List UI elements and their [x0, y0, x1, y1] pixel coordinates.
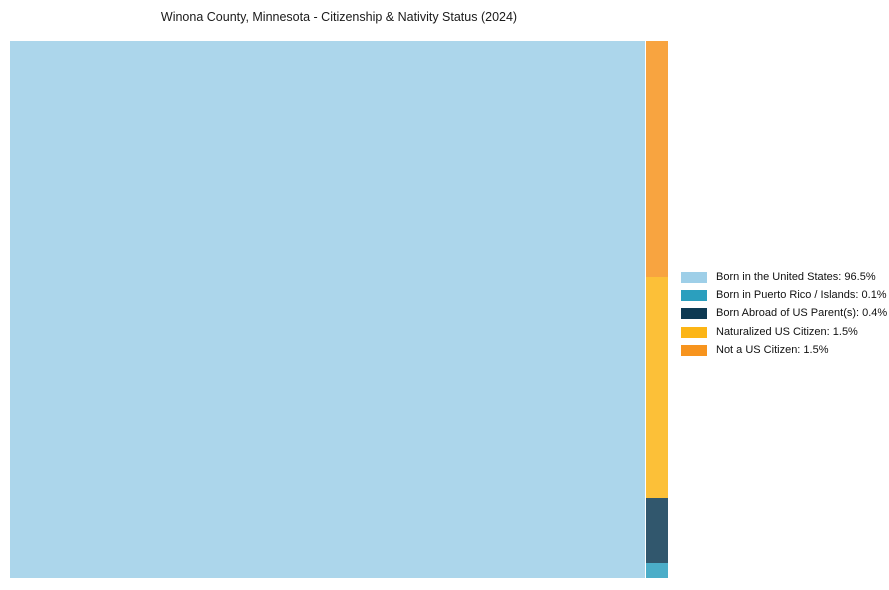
legend-swatch	[681, 326, 707, 338]
treemap-segment	[646, 41, 668, 278]
legend-item: Born Abroad of US Parent(s): 0.4%	[681, 305, 887, 323]
legend-label: Born in the United States: 96.5%	[716, 270, 876, 283]
legend-label: Not a US Citizen: 1.5%	[716, 344, 829, 357]
legend-label: Naturalized US Citizen: 1.5%	[716, 325, 858, 338]
treemap-segment	[646, 497, 668, 563]
treemap-segment	[646, 277, 668, 498]
treemap-minor-column	[646, 41, 668, 578]
legend-label: Born Abroad of US Parent(s): 0.4%	[716, 307, 888, 320]
legend-swatch	[681, 271, 707, 283]
legend-item: Born in the United States: 96.5%	[681, 268, 887, 286]
legend-item: Born in Puerto Rico / Islands: 0.1%	[681, 286, 887, 304]
legend: Born in the United States: 96.5% Born in …	[681, 268, 887, 360]
legend-swatch	[681, 308, 707, 320]
treemap-segment	[646, 562, 668, 578]
legend-item: Naturalized US Citizen: 1.5%	[681, 323, 887, 341]
legend-label: Born in Puerto Rico / Islands: 0.1%	[716, 289, 887, 302]
legend-item: Not a US Citizen: 1.5%	[681, 342, 887, 360]
treemap	[10, 41, 668, 578]
legend-swatch	[681, 290, 707, 302]
treemap-rect-born-in-us	[10, 41, 645, 578]
legend-swatch	[681, 345, 707, 357]
chart-title: Winona County, Minnesota - Citizenship &…	[160, 10, 518, 24]
